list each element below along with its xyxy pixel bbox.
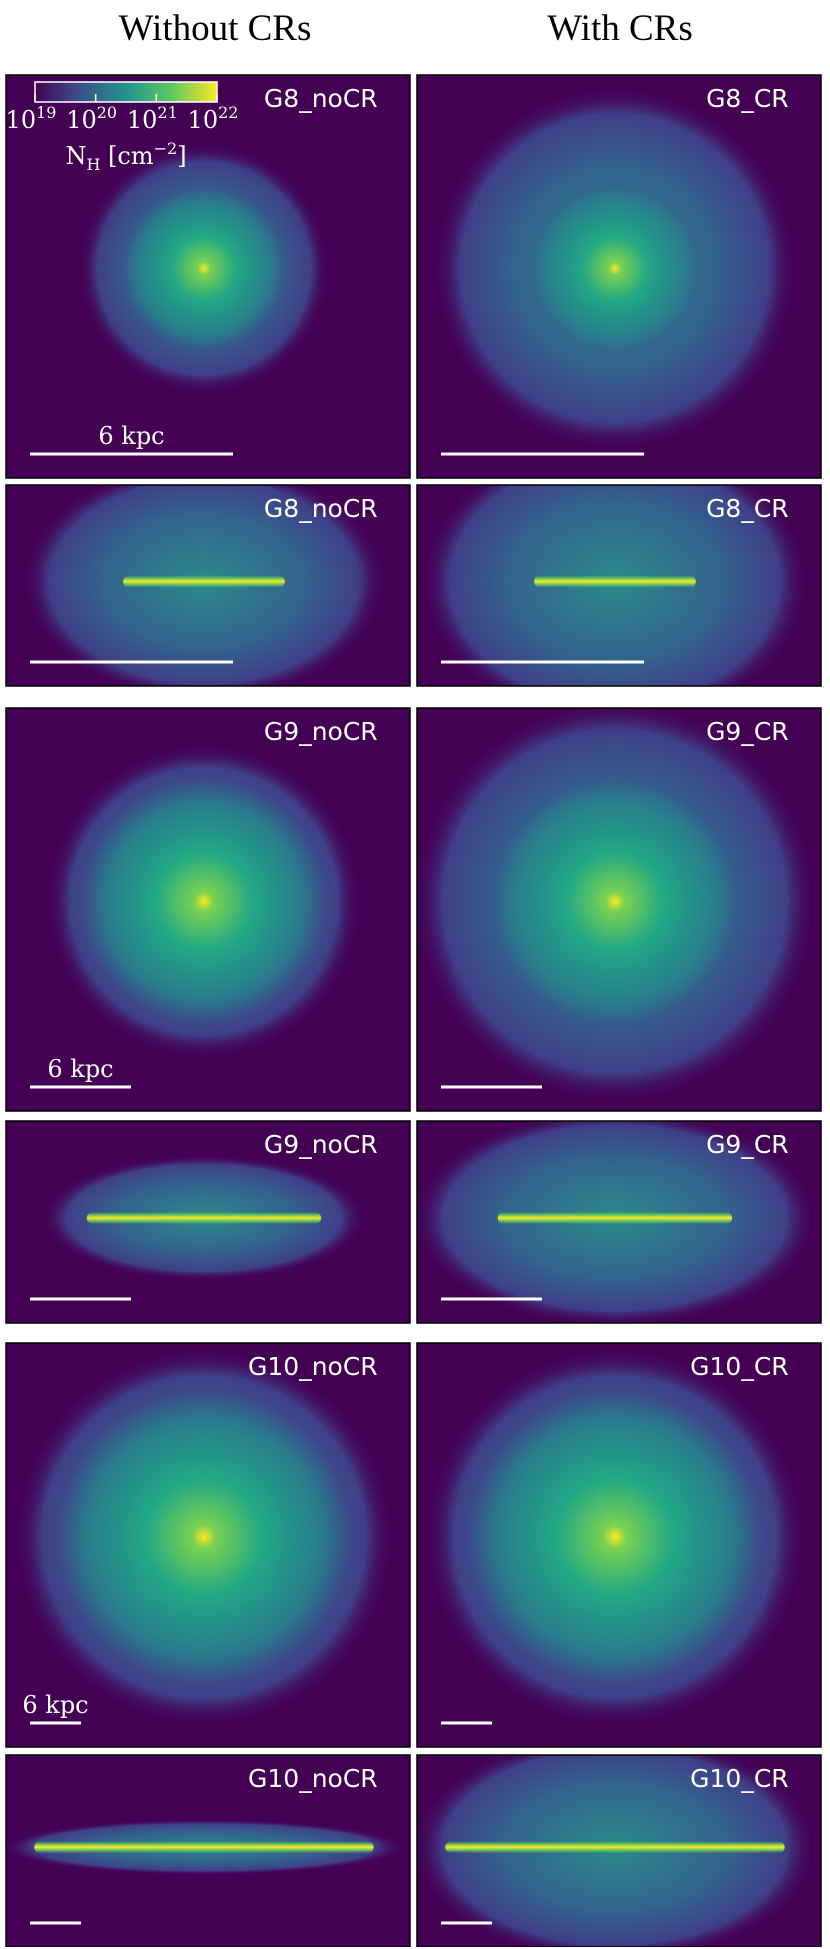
panel [417,1343,821,1747]
panel-border [5,1120,411,1324]
gas-disc [534,575,696,588]
tick-base: 10 [188,106,219,134]
gas-disc [82,780,326,1023]
tick-exponent: 20 [97,103,117,122]
label-subscript: H [86,155,100,174]
panel-label: G9_noCR [264,1130,378,1159]
panel-label: G10_noCR [248,1764,378,1793]
tick-exponent: 21 [157,103,177,122]
colorbar-label: NH [cm−2] [65,139,186,174]
panel-border [5,74,411,479]
gas-disc [445,1841,785,1854]
panel-border [416,1754,822,1947]
gas-disc [58,1391,350,1683]
gas-disc [86,1211,322,1224]
panel [6,75,410,478]
label-exponent: −2 [154,139,178,158]
gas-disc [497,1211,733,1224]
gas-disc [34,1841,374,1854]
label-close: ] [177,142,186,170]
panel-border [416,707,822,1112]
gas-disc [469,1391,761,1683]
column-title: Without CRs [119,8,312,49]
panel-border [416,484,822,687]
panel [6,1755,410,1947]
gas-disc [534,187,696,350]
tick-base: 10 [127,106,158,134]
colorbar-tick-label: 1022 [188,103,239,134]
colorbar-tick-label: 1021 [127,103,178,134]
panel-label: G8_CR [706,84,789,113]
panel [6,485,410,686]
column-title: With CRs [547,8,693,49]
tick-exponent: 22 [218,103,238,122]
scale-label: 6 kpc [22,1691,88,1719]
panel [6,1121,410,1323]
panel [6,1343,410,1747]
panel [417,708,821,1111]
panel [417,485,821,686]
panel-label: G8_CR [706,494,789,523]
scale-label: 6 kpc [47,1055,113,1083]
panel-label: G10_CR [690,1352,789,1381]
gas-disc [123,575,285,588]
gas-disc [123,187,285,350]
colorbar [34,81,218,103]
panel-label: G8_noCR [264,494,378,523]
panel-border [416,1342,822,1748]
panel-label: G10_CR [690,1764,789,1793]
gas-disc [493,780,737,1023]
tick-exponent: 19 [36,103,56,122]
colorbar-tick-label: 1020 [66,103,117,134]
panel-border [416,1120,822,1324]
panel-border [5,1342,411,1748]
label-unit: [cm [100,142,153,170]
panel-border [5,1754,411,1947]
panel [417,1755,821,1947]
colorbar-tick-label: 1019 [6,103,57,134]
panel-label: G9_CR [706,717,789,746]
tick-base: 10 [66,106,97,134]
panel-border [416,74,822,479]
panel-label: G9_noCR [264,717,378,746]
panel-label: G10_noCR [248,1352,378,1381]
panel [417,1121,821,1323]
label-symbol: N [65,142,86,170]
panel-border [5,484,411,687]
panel-label: G8_noCR [264,84,378,113]
panel-border [5,707,411,1112]
tick-base: 10 [6,106,37,134]
scale-label: 6 kpc [98,422,164,450]
panel [6,708,410,1111]
panel-label: G9_CR [706,1130,789,1159]
panel [417,75,821,478]
